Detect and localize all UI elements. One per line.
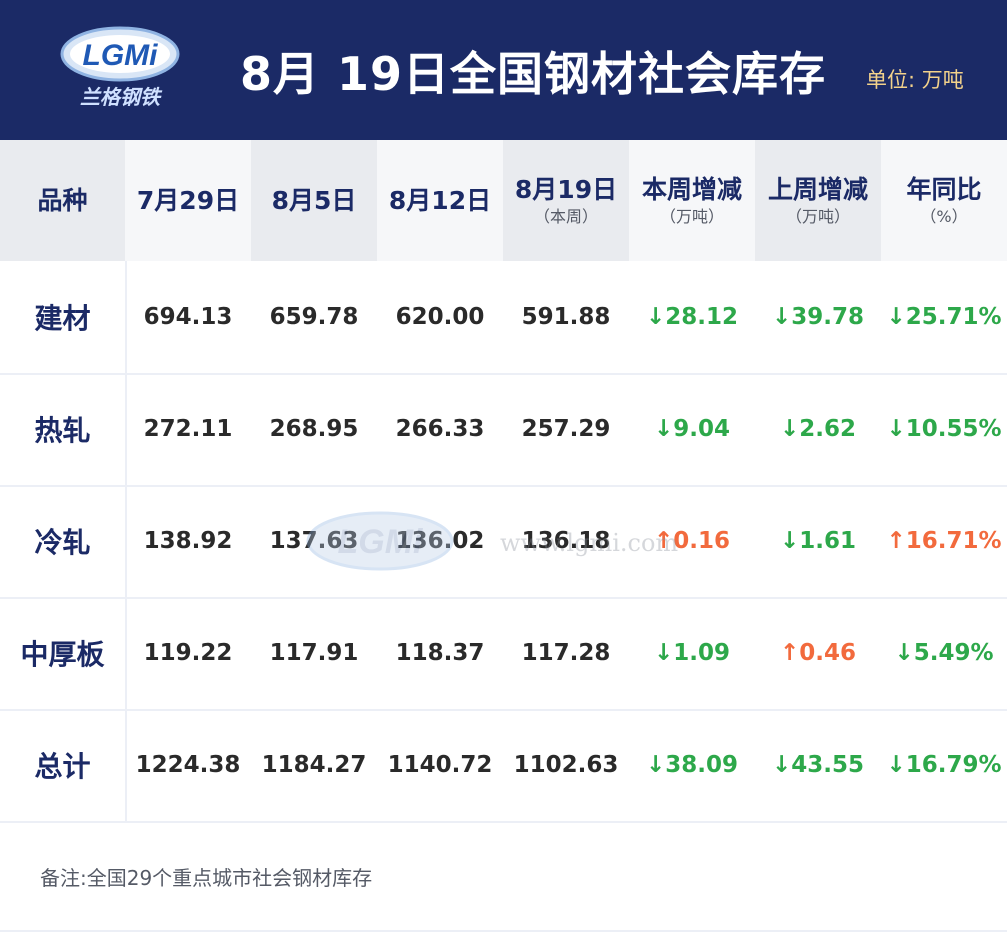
- week-change-cell: ↑0.16: [653, 528, 731, 554]
- header-sublabel: （%）: [920, 206, 968, 226]
- value-jul29-cell: 138.92: [143, 528, 233, 554]
- week-change-cell: ↓9.04: [653, 416, 731, 442]
- category-cell: 总计: [0, 709, 127, 821]
- yoy-cell: ↓5.49%: [894, 640, 994, 666]
- header-cell-yoy: 年同比 （%）: [881, 140, 1007, 261]
- header-sublabel: （万吨）: [659, 206, 724, 226]
- value-aug12-cell: 136.02: [395, 528, 485, 554]
- header-sublabel: （万吨）: [785, 206, 850, 226]
- header-cell-aug19: 8月19日 （本周）: [503, 140, 629, 261]
- value-jul29-cell: 1224.38: [135, 752, 241, 778]
- yoy-cell: ↓16.79%: [886, 752, 1002, 778]
- value-jul29-cell: 272.11: [143, 416, 233, 442]
- last-week-change-cell: ↑0.46: [779, 640, 857, 666]
- header-cell-week-change: 本周增减 （万吨）: [629, 140, 755, 261]
- table-row: 中厚板 119.22 117.91 118.37 117.28 ↓1.09 ↑0.46 ↓5.…: [0, 597, 1007, 711]
- header-label: 本周增减: [641, 174, 742, 204]
- category-cell: 冷轧: [0, 485, 127, 597]
- yoy-cell: ↑16.71%: [886, 528, 1002, 554]
- value-aug19-cell: 117.28: [521, 640, 611, 666]
- value-aug5-cell: 117.91: [269, 640, 359, 666]
- yoy-cell: ↓10.55%: [886, 416, 1002, 442]
- logo-subtext: 兰格钢铁: [80, 85, 163, 109]
- header-label: 品种: [37, 185, 88, 215]
- value-jul29-cell: 694.13: [143, 304, 233, 330]
- header-cell-category: 品种: [0, 140, 125, 261]
- value-aug19-cell: 257.29: [521, 416, 611, 442]
- value-jul29-cell: 119.22: [143, 640, 233, 666]
- last-week-change-cell: ↓1.61: [779, 528, 857, 554]
- header-label: 年同比: [906, 174, 982, 204]
- table-row: 总计 1224.38 1184.27 1140.72 1102.63 ↓38.09 ↓43.…: [0, 709, 1007, 823]
- page-title: 8月 19日全国钢材社会库存: [240, 47, 827, 101]
- last-week-change-cell: ↓43.55: [771, 752, 865, 778]
- value-aug19-cell: 1102.63: [513, 752, 619, 778]
- header-label: 8月12日: [388, 185, 492, 215]
- header-label: 8月19日: [514, 174, 618, 204]
- last-week-change-cell: ↓39.78: [771, 304, 865, 330]
- header-cell-last-week-change: 上周增减 （万吨）: [755, 140, 881, 261]
- header-sublabel: （本周）: [533, 206, 598, 226]
- value-aug5-cell: 1184.27: [261, 752, 367, 778]
- logo-text: LGMi: [83, 39, 159, 72]
- table-row: 热轧 272.11 268.95 266.33 257.29 ↓9.04 ↓2.62 ↓10.…: [0, 373, 1007, 487]
- yoy-cell: ↓25.71%: [886, 304, 1002, 330]
- unit-label: 单位: 万吨: [866, 68, 964, 92]
- table-header: 品种 7月29日 8月5日 8月12日 8月19日 （本周） 本周增减 （万吨）…: [0, 140, 1007, 261]
- value-aug12-cell: 118.37: [395, 640, 485, 666]
- last-week-change-cell: ↓2.62: [779, 416, 857, 442]
- value-aug19-cell: 591.88: [521, 304, 611, 330]
- header-cell-jul29: 7月29日: [125, 140, 251, 261]
- category-cell: 建材: [0, 261, 127, 373]
- footnote: 备注:全国29个重点城市社会钢材库存: [40, 866, 373, 890]
- category-cell: 热轧: [0, 373, 127, 485]
- value-aug5-cell: 137.63: [269, 528, 359, 554]
- header-cell-aug12: 8月12日: [377, 140, 503, 261]
- divider: [0, 930, 1007, 932]
- value-aug5-cell: 659.78: [269, 304, 359, 330]
- week-change-cell: ↓1.09: [653, 640, 731, 666]
- value-aug19-cell: 136.18: [521, 528, 611, 554]
- value-aug12-cell: 266.33: [395, 416, 485, 442]
- header-label: 8月5日: [271, 185, 357, 215]
- category-cell: 中厚板: [0, 597, 127, 709]
- table-row: 建材 694.13 659.78 620.00 591.88 ↓28.12 ↓39.78 ↓2…: [0, 261, 1007, 375]
- header-label: 7月29日: [136, 185, 240, 215]
- header-label: 上周增减: [767, 174, 868, 204]
- header-cell-aug5: 8月5日: [251, 140, 377, 261]
- value-aug12-cell: 620.00: [395, 304, 485, 330]
- header-banner: LGMi 兰格钢铁 8月 19日全国钢材社会库存 单位: 万吨: [0, 0, 1007, 140]
- value-aug5-cell: 268.95: [269, 416, 359, 442]
- week-change-cell: ↓28.12: [645, 304, 739, 330]
- table-row: 冷轧 138.92 137.63 136.02 136.18 ↑0.16 ↓1.61 ↑16.…: [0, 485, 1007, 599]
- value-aug12-cell: 1140.72: [387, 752, 493, 778]
- lgmi-logo: LGMi 兰格钢铁: [60, 26, 180, 109]
- week-change-cell: ↓38.09: [645, 752, 739, 778]
